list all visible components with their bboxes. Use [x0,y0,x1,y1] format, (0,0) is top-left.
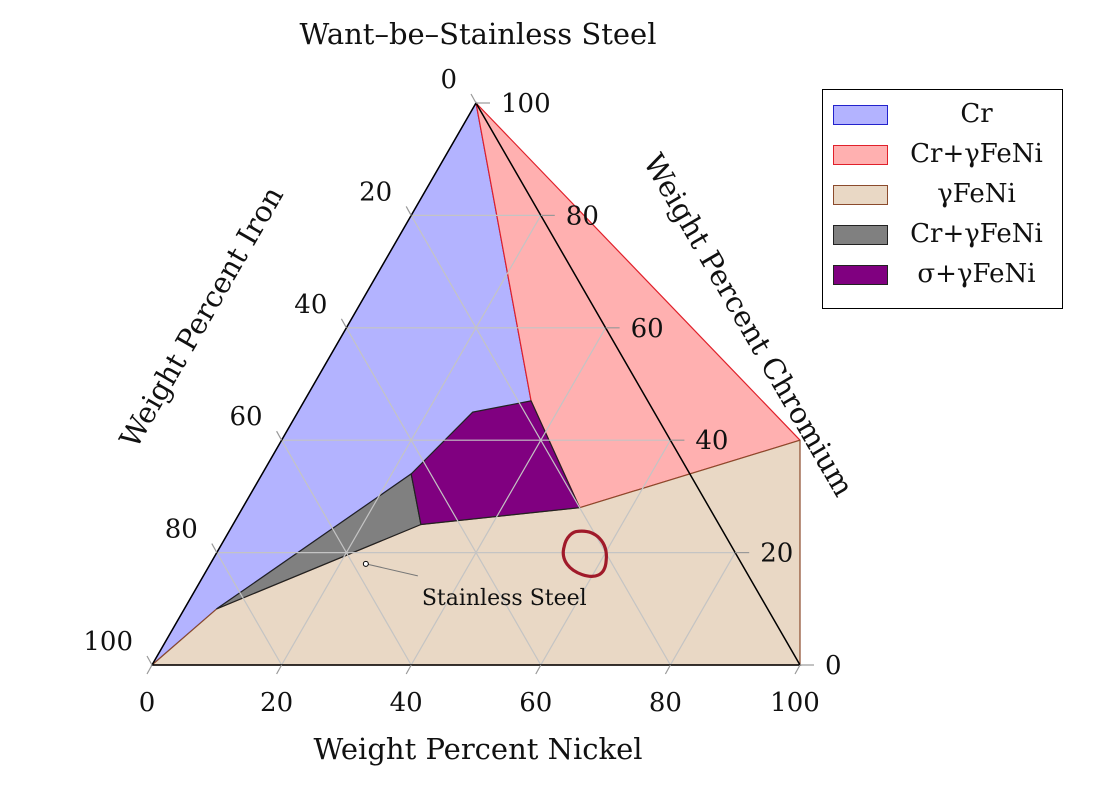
tick-label-right: 0 [825,651,842,681]
legend-item: Cr+γFeNi [823,216,1062,256]
legend-label: Cr [960,99,993,129]
triangle-outline [150,101,802,666]
legend-label: Cr+γFeNi [910,139,1043,169]
tick-label-bottom: 60 [519,688,552,718]
legend-item: γFeNi [823,176,1062,216]
tick-label-bottom: 0 [139,688,156,718]
legend-item: Cr+γFeNi [823,136,1062,176]
tick-label-left: 40 [294,290,327,320]
legend-label: γFeNi [937,179,1016,209]
annotation-layer: Stainless Steel [362,529,608,611]
triangle-frame [150,101,802,666]
legend-swatch [833,105,888,125]
grid-lines [216,214,736,666]
tick-label-left: 100 [83,627,133,657]
legend-item: Cr [823,96,1062,136]
chart-title: Want–be–Stainless Steel [300,17,657,51]
legend-swatch [833,145,888,165]
tick-label-right: 20 [760,539,793,569]
highlight-circle [561,529,608,578]
tick-marks [146,93,814,675]
legend-swatch [833,185,888,205]
tick-left [146,655,153,666]
tick-label-bottom: 100 [770,688,820,718]
grid-line [669,552,736,666]
tick-bottom [276,664,283,675]
legend-swatch [833,265,888,285]
legend: Cr Cr+γFeNi γFeNi Cr+γFeNi σ+γFeNi [822,89,1063,309]
annotation-label: Stainless Steel [422,586,587,611]
legend-label: Cr+γFeNi [910,219,1043,249]
tick-label-right: 80 [566,201,599,231]
region-4 [410,400,581,526]
tick-left [470,93,477,104]
grid-line [410,327,607,666]
tick-bottom [664,664,671,675]
tick-label-bottom: 80 [649,688,682,718]
left-axis-label: Weight Percent Iron [113,180,290,453]
tick-label-left: 20 [359,177,392,207]
tick-label-bottom: 20 [260,688,293,718]
tick-label-right: 100 [501,89,551,119]
tick-bottom [405,664,412,675]
tick-bottom [535,664,542,675]
annotation-leader [365,563,418,577]
tick-left [276,430,283,441]
tick-left [211,543,218,553]
bottom-axis-label: Weight Percent Nickel [313,732,642,766]
grid-line [410,215,671,666]
tick-left [405,206,412,216]
grid-line [281,439,412,666]
tick-label-bottom: 40 [390,688,423,718]
tick-label-left: 60 [230,402,263,432]
annotation-point [362,560,369,567]
tick-left [340,318,347,329]
tick-label-right: 40 [695,426,728,456]
tick-label-right: 60 [631,314,664,344]
legend-item: σ+γFeNi [823,256,1062,296]
legend-swatch [833,225,888,245]
tick-label-left: 0 [440,65,457,95]
tick-bottom [794,664,801,675]
grid-line [216,552,283,666]
phase-regions [151,102,801,666]
tick-label-left: 80 [165,515,198,545]
legend-label: σ+γFeNi [917,259,1036,289]
tick-bottom [146,664,153,675]
grid-line [345,327,542,666]
